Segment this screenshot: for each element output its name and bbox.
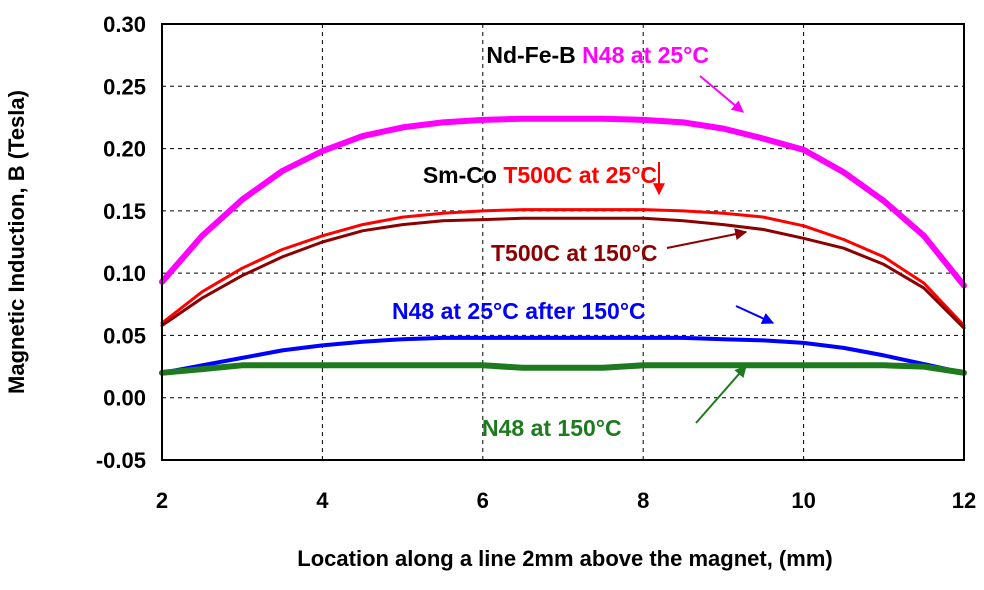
annotation-t500c-150c-arrow [666, 228, 748, 249]
series-line-3 [160, 335, 966, 375]
plot-area [162, 24, 964, 460]
series-line-2 [160, 216, 966, 330]
annotation-n48-25c-after-150c: N48 at 25°C after 150°C [392, 298, 646, 324]
y-tick-label: -0.05 [96, 448, 146, 473]
x-tick-label: 6 [477, 488, 489, 513]
y-tick-label: 0.10 [103, 261, 146, 286]
x-axis-title: Location along a line 2mm above the magn… [297, 546, 832, 571]
annotation-ndfeb-prefix: Nd-Fe-B [486, 42, 582, 68]
x-tick-label: 12 [952, 488, 976, 513]
annotation-ndfeb-arrow [699, 75, 744, 113]
annotation-n48-150c-arrow [695, 365, 747, 424]
x-tick-labels: 2 4 6 8 10 12 [156, 488, 976, 513]
annotation-n48-150c: N48 at 150°C [482, 415, 622, 441]
y-tick-label: 0.30 [103, 12, 146, 37]
annotation-smco-prefix: Sm-Co [423, 162, 504, 188]
annotation-ndfeb-n48-25c: Nd-Fe-B N48 at 25°C [486, 42, 709, 68]
y-tick-label: 0.15 [103, 199, 146, 224]
y-axis-title: Magnetic Induction, B (Tesla) [4, 90, 29, 394]
annotation-n48-after-arrow [735, 305, 775, 324]
annotation-smco-label: T500C at 25°C [503, 162, 657, 188]
series-line-0 [159, 115, 967, 289]
x-tick-label: 10 [791, 488, 815, 513]
x-tick-label: 2 [156, 488, 168, 513]
series-line-4 [159, 362, 967, 376]
plot-frame [161, 23, 965, 461]
y-tick-labels: 0.30 0.25 0.20 0.15 0.10 0.05 0.00 -0.05 [96, 12, 146, 473]
x-tick-label: 4 [316, 488, 329, 513]
x-tick-label: 8 [637, 488, 649, 513]
series-line-1 [160, 208, 966, 327]
annotation-smco-t500c-25c: Sm-Co T500C at 25°C [423, 162, 657, 188]
annotation-t500c-150c: T500C at 150°C [491, 240, 657, 266]
y-tick-label: 0.25 [103, 74, 146, 99]
series-lines [159, 115, 967, 376]
y-tick-label: 0.05 [103, 323, 146, 348]
annotation-ndfeb-label: N48 at 25°C [582, 42, 709, 68]
y-tick-label: 0.20 [103, 137, 146, 162]
y-tick-label: 0.00 [103, 386, 146, 411]
